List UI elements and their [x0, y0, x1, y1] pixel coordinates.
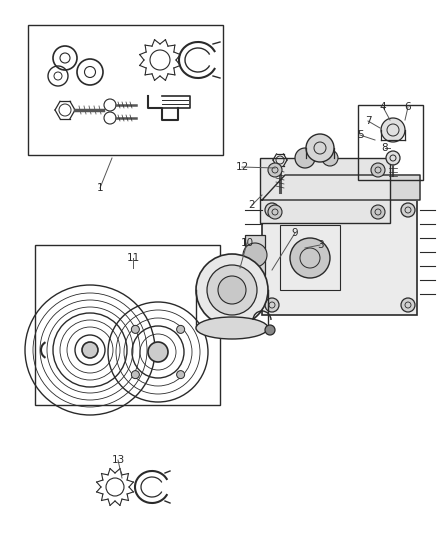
Text: 7: 7: [365, 116, 371, 126]
Circle shape: [148, 342, 168, 362]
Circle shape: [177, 325, 185, 333]
Ellipse shape: [196, 254, 268, 326]
Bar: [262, 200, 417, 315]
Text: 10: 10: [240, 238, 254, 248]
Circle shape: [265, 325, 275, 335]
Circle shape: [82, 342, 98, 358]
Polygon shape: [262, 175, 420, 200]
Circle shape: [386, 151, 400, 165]
Circle shape: [177, 370, 185, 378]
Text: 5: 5: [357, 130, 363, 140]
Text: 12: 12: [235, 162, 249, 172]
Circle shape: [381, 118, 405, 142]
Circle shape: [371, 205, 385, 219]
Bar: [35, 245, 220, 405]
Ellipse shape: [218, 276, 246, 304]
Circle shape: [371, 163, 385, 177]
Bar: [28, 25, 223, 155]
Circle shape: [268, 163, 282, 177]
Text: 13: 13: [111, 455, 125, 465]
Text: 1: 1: [97, 183, 103, 193]
Circle shape: [290, 238, 330, 278]
Text: 9: 9: [292, 228, 298, 238]
Circle shape: [306, 134, 334, 162]
Circle shape: [401, 298, 415, 312]
Circle shape: [268, 205, 282, 219]
Circle shape: [295, 148, 315, 168]
Ellipse shape: [196, 317, 268, 339]
Circle shape: [265, 203, 279, 217]
Text: 11: 11: [127, 253, 140, 263]
Circle shape: [131, 325, 139, 333]
Circle shape: [265, 298, 279, 312]
Circle shape: [131, 370, 139, 378]
Text: 4: 4: [380, 102, 386, 112]
Circle shape: [243, 243, 267, 267]
Text: 2: 2: [249, 200, 255, 210]
Text: 3: 3: [317, 240, 323, 250]
Bar: [260, 158, 390, 223]
Text: 8: 8: [381, 143, 389, 153]
Ellipse shape: [207, 265, 257, 315]
Text: 6: 6: [405, 102, 411, 112]
Circle shape: [322, 150, 338, 166]
Bar: [245, 235, 265, 275]
Bar: [280, 225, 340, 290]
Bar: [358, 105, 423, 180]
Circle shape: [401, 203, 415, 217]
